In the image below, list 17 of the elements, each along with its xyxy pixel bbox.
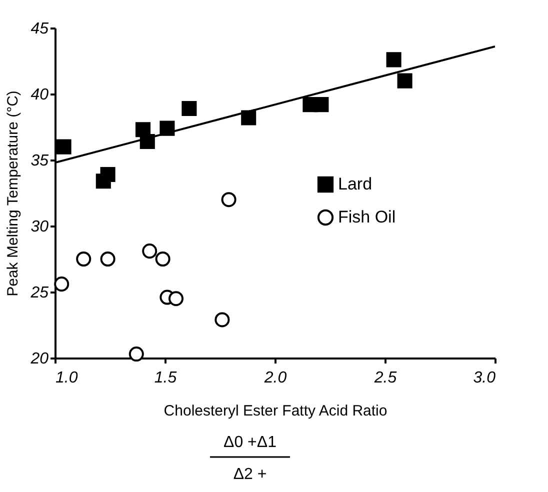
y-tick-label: 40: [30, 86, 49, 104]
y-axis-title: Peak Melting Temperature (°C): [4, 90, 22, 296]
y-tick-label: 20: [30, 350, 49, 368]
x-axis-title: Cholesteryl Ester Fatty Acid Ratio: [164, 402, 388, 420]
legend-label: Fish Oil: [338, 208, 396, 226]
legend-label: Lard: [338, 174, 372, 194]
x-tick-label: 1.5: [154, 370, 177, 386]
y-tick-label: 45: [30, 20, 49, 38]
x-tick-label: 2.0: [263, 370, 287, 386]
y-tick-label: 35: [30, 152, 49, 170]
y-tick-label: 25: [30, 284, 49, 302]
y-tick-label: 30: [30, 218, 49, 236]
x-tick-label: 1.0: [56, 370, 78, 386]
text: Δ0 +Δ1: [224, 434, 277, 451]
x-tick-label: 3.0: [473, 370, 496, 386]
text: Δ2 +: [233, 466, 267, 483]
x-tick-label: 2.5: [373, 370, 397, 386]
